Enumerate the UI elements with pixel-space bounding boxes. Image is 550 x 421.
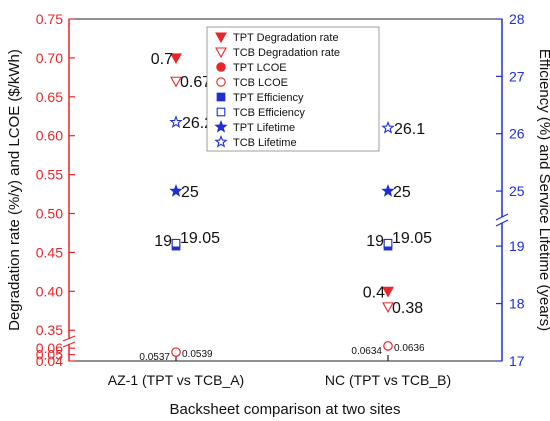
right-tick-label: 17 — [509, 353, 525, 369]
data-marks: 0.7 0.4 0.67 0.38 0.0537 0.0634 0.0539 0.0636 19… — [139, 51, 432, 363]
legend-entry: TCB LCOE — [233, 77, 288, 89]
left-tick-label: 0.35 — [36, 322, 63, 338]
tpt-degradation-rate-data-label: 0.4 — [363, 284, 385, 301]
tcb-efficiency-point — [171, 238, 181, 248]
right-tick-label: 26 — [509, 126, 525, 142]
tcb-efficiency-data-label: 19.05 — [392, 230, 432, 247]
legend-marker — [216, 92, 226, 102]
tcb-lcoe-point — [383, 341, 393, 351]
tpt-lifetime-data-label: 25 — [393, 184, 411, 201]
x-axis-title: Backsheet comparison at two sites — [170, 401, 401, 418]
right-axis-break — [495, 219, 509, 227]
right-tick-label: 19 — [509, 238, 525, 254]
tcb-lcoe-point — [171, 347, 181, 357]
legend-marker — [215, 47, 227, 59]
right-axis: 25 26 27 28 17 18 19 — [495, 11, 525, 369]
legend-marker — [214, 134, 228, 148]
tcb-degradation-rate-data-label: 0.38 — [392, 300, 423, 317]
legend-entry: TPT Degradation rate — [233, 32, 339, 44]
left-axis: 0.35 0.40 0.45 0.50 0.55 0.60 0.65 0.70 0.75 0.04… — [36, 11, 76, 369]
right-tick-label: 27 — [509, 68, 525, 84]
tcb-degradation-rate-point — [382, 302, 394, 314]
tcb-lifetime-point — [169, 115, 183, 128]
right-axis-break — [495, 213, 509, 221]
left-tick-label: 0.60 — [36, 128, 63, 144]
tpt-lifetime-data-label: 25 — [181, 184, 199, 201]
legend-entry: TPT Lifetime — [233, 122, 295, 134]
left-tick-label: 0.45 — [36, 244, 63, 260]
right-tick-label: 28 — [509, 11, 525, 27]
tpt-lifetime-point — [381, 184, 395, 197]
legend-marker — [216, 62, 226, 72]
tcb-lifetime-data-label: 26.1 — [394, 121, 425, 138]
x-tick-label: AZ-1 (TPT vs TCB_A) — [108, 372, 244, 388]
tcb-lcoe-data-label: 0.0636 — [394, 343, 425, 354]
tpt-lifetime-point — [169, 184, 183, 197]
left-axis-break-gap — [63, 339, 75, 344]
tcb-efficiency-point — [383, 238, 393, 248]
left-tick-label: 0.65 — [36, 89, 63, 105]
tpt-efficiency-data-label: 19 — [366, 233, 384, 250]
legend-entry: TCB Degradation rate — [233, 47, 340, 59]
left-tick-label: 0.06 — [36, 340, 63, 356]
legend-marker — [214, 119, 228, 133]
legend-entry: TCB Efficiency — [233, 107, 305, 119]
legend-entry: TCB Lifetime — [233, 137, 297, 149]
tcb-efficiency-data-label: 19.05 — [180, 230, 220, 247]
tpt-lcoe-data-label: 0.0537 — [139, 352, 170, 363]
legend: TPT Degradation rate TCB Degradation rate… — [206, 26, 380, 152]
tcb-lifetime-data-label: 26.2 — [182, 115, 213, 132]
right-axis-title: Efficiency (%) and Service Lifetime (yea… — [536, 49, 550, 331]
left-tick-label: 0.05 — [36, 347, 63, 363]
legend-marker — [215, 32, 227, 44]
tpt-degradation-rate-data-label: 0.7 — [151, 51, 173, 68]
tcb-lcoe-data-label: 0.0539 — [182, 349, 213, 360]
left-tick-label: 0.55 — [36, 167, 63, 183]
tcb-degradation-rate-data-label: 0.67 — [180, 74, 211, 91]
tcb-degradation-rate-point — [170, 76, 182, 88]
right-tick-label: 18 — [509, 296, 525, 312]
legend-entry: TPT Efficiency — [233, 92, 304, 104]
right-tick-label: 25 — [509, 183, 525, 199]
left-tick-label: 0.40 — [36, 283, 63, 299]
left-axis-break — [62, 335, 76, 342]
left-tick-label: 0.50 — [36, 206, 63, 222]
left-tick-label: 0.70 — [36, 50, 63, 66]
legend-entry: TPT LCOE — [233, 62, 287, 74]
tpt-degradation-rate-point — [170, 53, 182, 65]
legend-box — [206, 26, 380, 152]
right-axis-break-gap — [496, 217, 508, 223]
x-tick-label: NC (TPT vs TCB_B) — [325, 372, 451, 388]
x-axis: AZ-1 (TPT vs TCB_A) NC (TPT vs TCB_B) — [108, 355, 451, 388]
left-axis-break — [62, 341, 76, 348]
tpt-lcoe-data-label: 0.0634 — [351, 346, 382, 357]
tpt-degradation-rate-point — [382, 286, 394, 298]
left-tick-label: 0.04 — [36, 353, 63, 369]
tcb-lifetime-point — [381, 120, 395, 134]
left-axis-title: Degradation rate (%/y) and LCOE ($/kWh) — [6, 49, 23, 331]
tpt-efficiency-data-label: 19 — [154, 233, 172, 250]
legend-marker — [216, 107, 226, 117]
left-tick-label: 0.75 — [36, 11, 63, 27]
legend-marker — [216, 77, 226, 87]
